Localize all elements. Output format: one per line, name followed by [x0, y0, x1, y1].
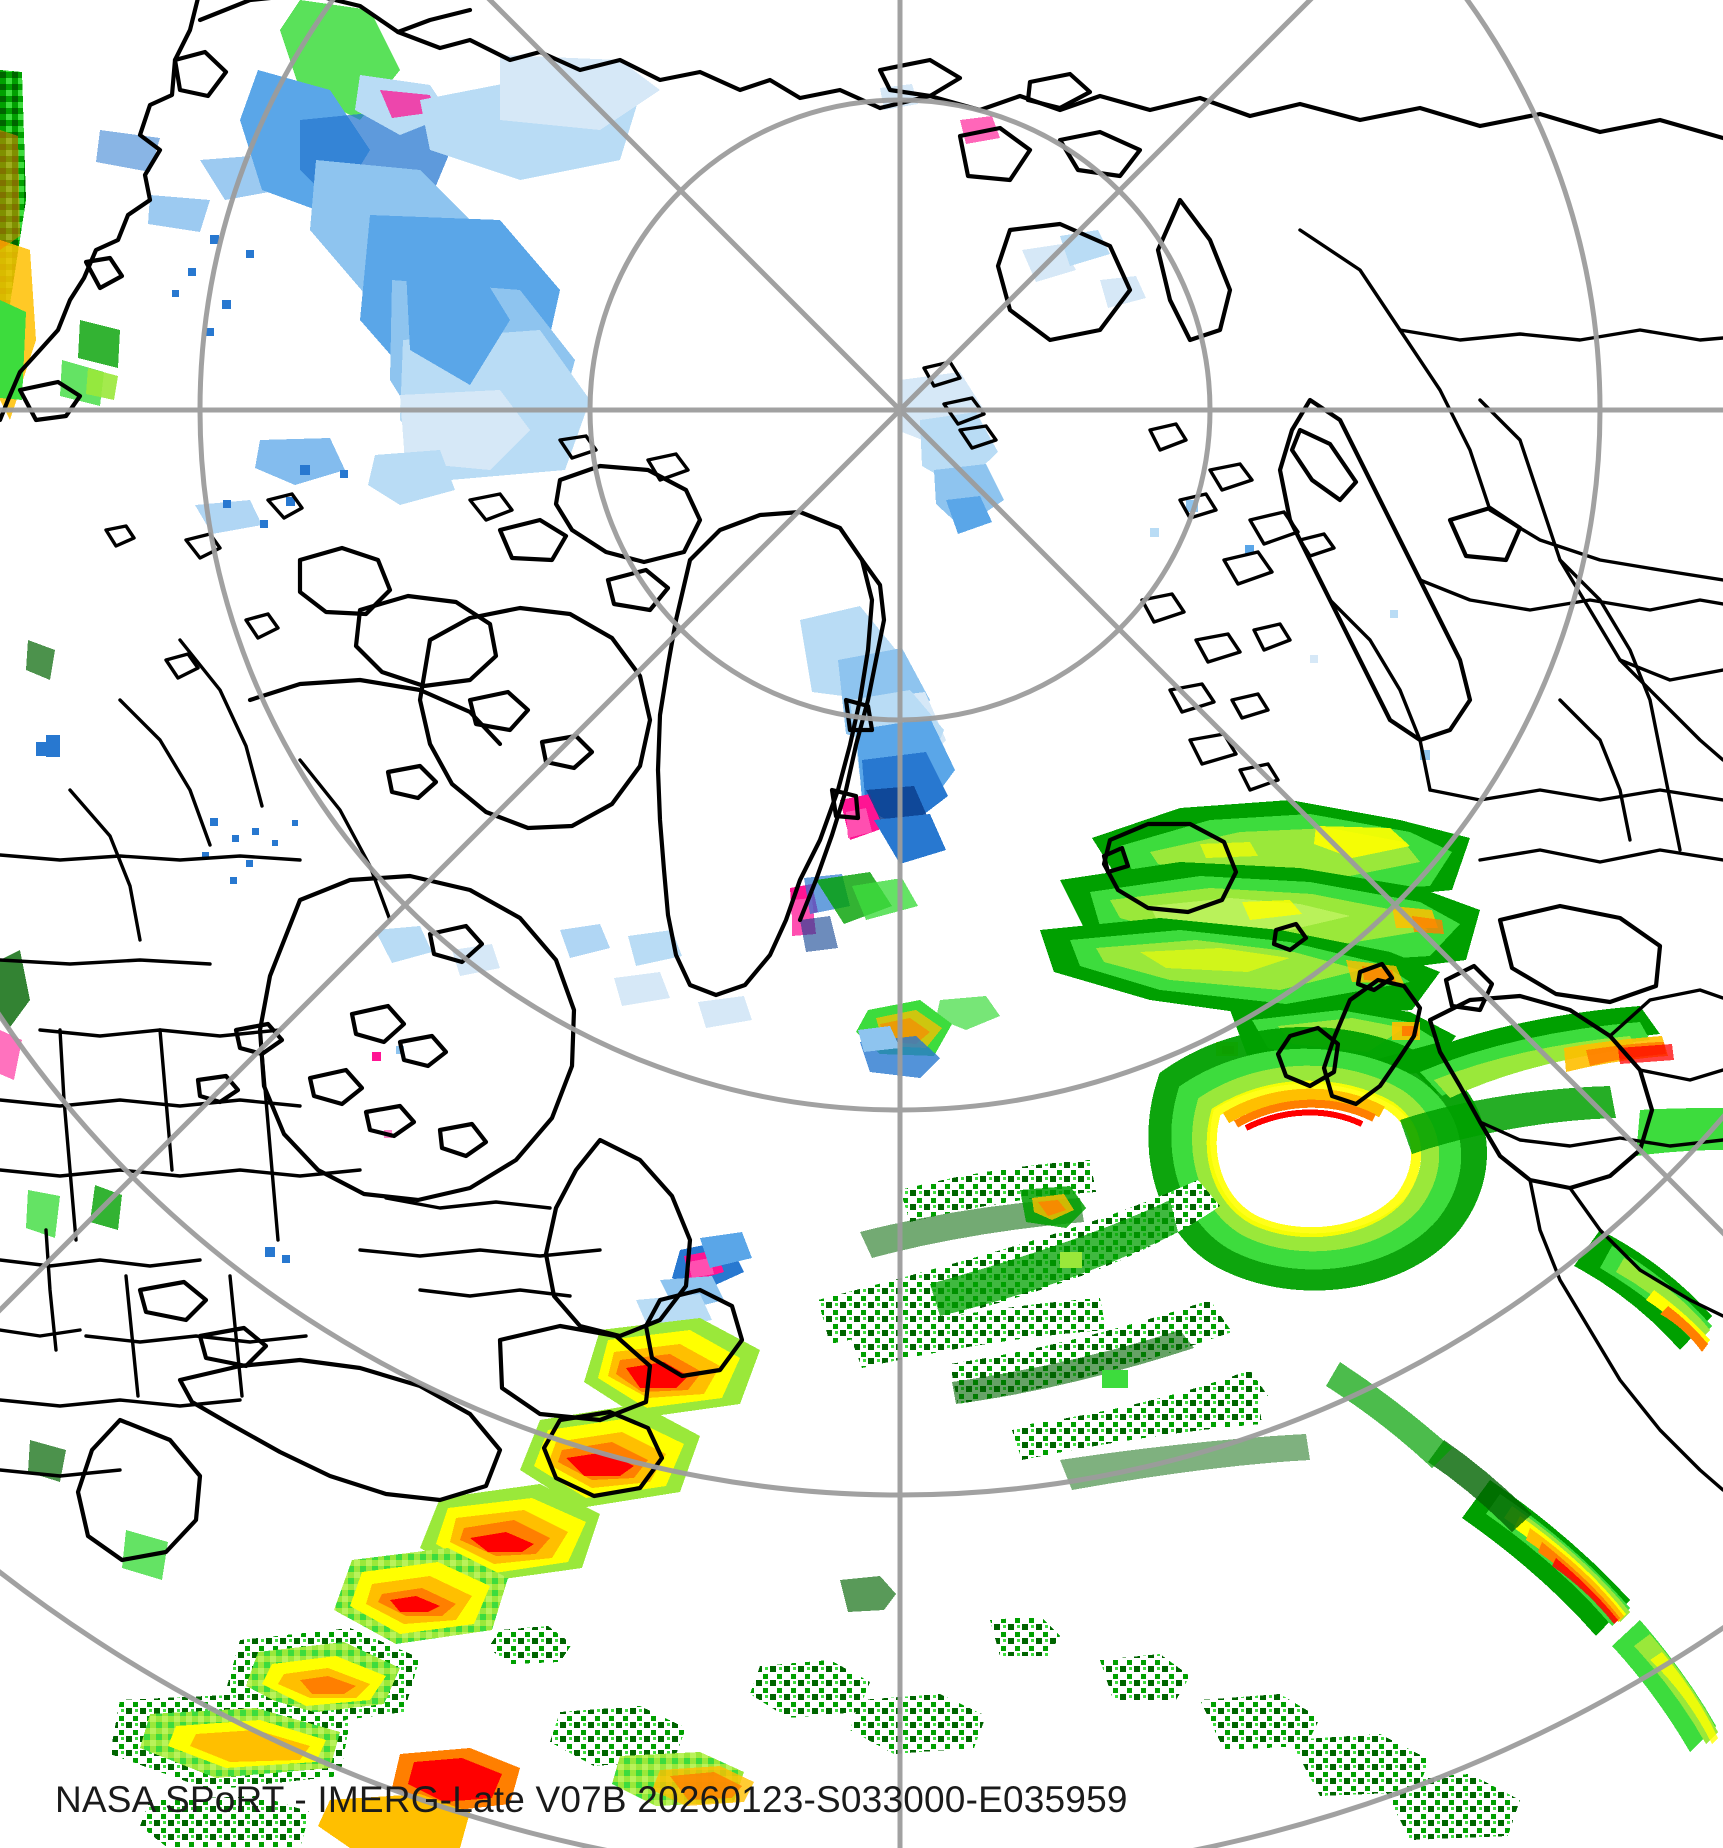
coast-arctic-isle-6 — [427, 923, 485, 965]
coast-arctic-isle-8 — [397, 1033, 449, 1069]
coast-arctic-isle-11 — [437, 1121, 489, 1159]
coastline-layer — [0, 0, 1723, 1563]
coast-faroe — [1271, 921, 1309, 953]
coast-greenland-east-detail — [797, 557, 887, 923]
coast-baltic — [1497, 903, 1663, 1005]
coast-greenland — [655, 509, 875, 998]
border-layer — [1298, 228, 1723, 1492]
coast-scotland-isles — [1355, 961, 1395, 993]
coast-arctic-isle-13 — [195, 1073, 241, 1105]
coast-iceland-fjord — [1101, 845, 1131, 875]
coast-victoria-island — [353, 593, 499, 689]
coast-siberia-arctic — [877, 93, 1723, 141]
product-caption: NASA SPoRT - IMERG-Late V07B 20260123-S0… — [55, 1779, 1128, 1820]
coast-canada-labrador — [543, 1137, 693, 1339]
coast-greenland-fjord-2 — [829, 787, 861, 821]
coast-nova-scotia — [541, 1409, 665, 1499]
coast-banks-island — [297, 545, 393, 617]
coast-gulf-st-lawrence — [497, 1323, 653, 1423]
coast-iceland — [1101, 821, 1239, 915]
coast-us-northeast — [177, 1357, 503, 1503]
coast-arctic-isle-5 — [385, 763, 439, 801]
coast-ellesmere — [553, 463, 703, 565]
coast-newfoundland — [643, 1287, 745, 1379]
coast-us-east — [75, 1417, 203, 1563]
coast-alaska-north — [197, 0, 473, 35]
coast-arctic-isle-10 — [363, 1103, 417, 1139]
meridian-45 — [897, 407, 1723, 1237]
coast-severnaya-zemlya — [1025, 71, 1093, 111]
coast-new-siberian-islands — [877, 57, 963, 99]
coast-norway-fjords — [1289, 427, 1359, 503]
coast-arctic-isle-2 — [605, 567, 671, 613]
coast-small-islands — [104, 360, 1336, 792]
coast-novaya-zemlya — [1155, 197, 1233, 343]
precip-region-hudson-streaks — [375, 924, 752, 1028]
meridian-315 — [0, 407, 903, 1314]
coast-bering-strait — [172, 49, 229, 99]
meridian-135 — [897, 0, 1314, 413]
coast-great-britain — [1321, 977, 1423, 1107]
coast-alaska-aleutian — [0, 0, 200, 423]
coast-nw-europe — [1427, 993, 1655, 1191]
coast-ireland — [1275, 1025, 1341, 1089]
coast-arctic-isle-9 — [307, 1067, 365, 1107]
border-layer-north-america — [0, 638, 602, 1478]
precip-region-beaufort-snow — [96, 0, 660, 534]
coast-arctic-isle-1 — [497, 517, 569, 563]
meridian-225 — [486, 0, 903, 413]
coast-alaska-islands — [83, 255, 125, 291]
coast-white-sea — [1447, 505, 1523, 563]
coast-arctic-isle-7 — [349, 1003, 407, 1045]
coast-canada-arctic-coast — [395, 29, 883, 111]
coast-greenland-fjord-1 — [843, 697, 875, 733]
precip-region-pacific-nw — [0, 70, 122, 1238]
precip-region-atlantic-cyclone — [818, 1026, 1487, 1490]
coast-canada-mainland-n — [247, 677, 503, 747]
coast-aleutian-chain — [17, 379, 83, 423]
coast-russia-interior-1 — [957, 125, 1033, 183]
precip-region-europe-southeast — [1326, 1230, 1718, 1752]
coast-kara-sea — [1057, 129, 1143, 179]
coast-baffin — [417, 605, 653, 831]
coast-great-lakes-2 — [137, 1279, 209, 1323]
precip-region-left-speckle — [26, 320, 168, 1580]
